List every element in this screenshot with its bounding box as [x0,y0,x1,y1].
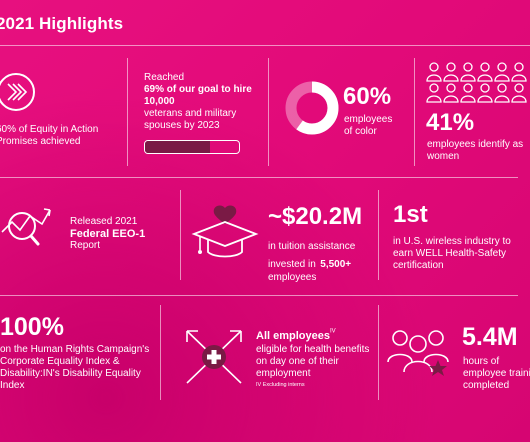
veterans-progress-fill [145,141,210,153]
veterans-reached: Reached [144,72,185,83]
veterans-progress-bar [144,140,240,154]
donut-chart-icon [285,81,339,135]
tuition-cell: ~$20.2M in tuition assistance invested i… [188,190,376,285]
person-icon [477,83,493,103]
page-title: 2021 Highlights [0,14,124,33]
benefits-text: All employeesIV eligible for health bene… [256,326,374,388]
equity-text: 60% of Equity in Action Promises achieve… [0,124,99,147]
veterans-goal: 69% of our goal to hire 10,000 [144,84,252,107]
line-chart-magnifier-icon [1,208,51,246]
eeo-line2: Report [70,240,101,251]
person-icon [494,62,510,82]
divider-col2-row2 [378,190,379,280]
person-icon [511,83,527,103]
benefits-label: eligible for health benefits on day one … [256,344,370,379]
chevrons-right-icon [0,73,35,111]
person-icon [426,83,442,103]
person-icon [460,62,476,82]
benefits-bold: All employees [256,330,330,342]
divider-row1 [0,177,518,178]
person-icon [494,83,510,103]
tuition-bold: 5,500+ [320,259,352,270]
divider-col2-row1 [268,58,269,166]
women-value: 41% [426,109,475,136]
veterans-cell: Reached 69% of our goal to hire 10,000 v… [144,72,262,167]
veterans-spouses: veterans and military spouses by 2023 [144,108,237,131]
benefits-heading: All employeesIV [256,326,374,344]
divider-top [0,45,530,46]
person-icon [511,62,527,82]
divider-col1-row3 [160,305,161,400]
wireless-value: 1st [393,201,428,228]
employees-color-cell: 60% employees of color [280,72,410,167]
equity-cell: 60% of Equity in Action Promises achieve… [0,60,125,170]
person-icon [426,62,442,82]
wireless-label: in U.S. wireless industry to earn WELL H… [393,236,511,271]
tuition-line1: in tuition assistance invested in [268,241,356,270]
person-icon [477,62,493,82]
person-icon [443,62,459,82]
eeo-text: Released 2021 Federal EEO-1 Report [70,216,170,252]
divider-col2-row3 [378,305,379,400]
hrc-label: on the Human Rights Campaign's Corporate… [0,344,150,391]
divider-col3-row1 [414,58,415,166]
hrc-cell: 100% on the Human Rights Campaign's Corp… [0,314,158,404]
graduation-cap-heart-icon [191,205,259,258]
divider-col1-row2 [180,190,181,280]
divider-row2 [0,295,518,296]
training-cell: 5.4M hours of employee training complete… [386,318,530,403]
wireless-cell: 1st in U.S. wireless industry to earn WE… [393,202,523,282]
benefits-sup: IV [329,328,336,335]
tuition-text: in tuition assistance invested in 5,500+… [268,236,374,284]
eeo-bold: Federal EEO-1 [70,228,146,240]
employees-color-label: employees of color [344,114,393,137]
tuition-line2: employees [268,272,317,283]
hrc-value: 100% [0,313,64,341]
employees-color-value: 60% [343,83,392,110]
training-value: 5.4M [462,323,518,351]
group-people-icon [387,330,449,376]
eeo-line1: Released 2021 [70,216,138,227]
women-cell: 41% employees identify as women [426,62,530,172]
women-label: employees identify as women [427,139,524,162]
medical-cross-hands-icon [186,330,242,384]
tuition-value: ~$20.2M [268,203,363,230]
divider-col1-row1 [127,58,128,166]
eeo-cell: Released 2021 Federal EEO-1 Report [0,192,178,282]
people-grid-icon [426,62,527,103]
person-icon [460,83,476,103]
training-label: hours of employee training completed [463,356,530,391]
benefits-cell: All employeesIV eligible for health bene… [176,318,376,403]
benefits-footnote: IV Excluding interns [256,382,305,388]
person-icon [443,83,459,103]
